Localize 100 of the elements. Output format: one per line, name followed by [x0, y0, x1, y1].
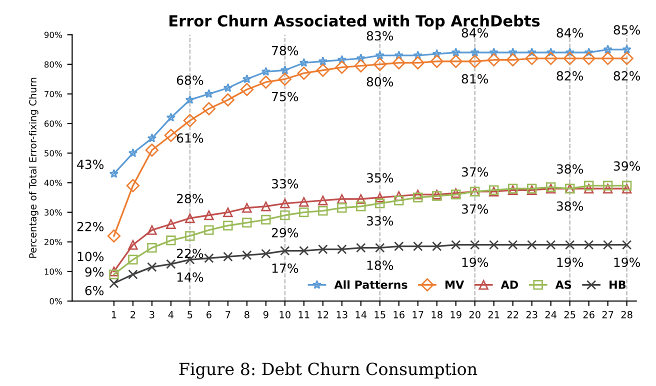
x-tick-label: 28: [621, 310, 632, 318]
y-tick-label: 20%: [44, 238, 62, 246]
point: [620, 52, 634, 65]
point: [375, 198, 385, 208]
x-tick-label: 7: [226, 311, 230, 318]
x-tick-label: 16: [394, 310, 404, 318]
point: [204, 89, 214, 98]
point: [223, 220, 233, 230]
point: [584, 48, 594, 57]
data-label: 83%: [366, 31, 394, 41]
point: [147, 242, 157, 253]
point: [413, 241, 423, 252]
point: [394, 50, 404, 60]
point: [373, 58, 386, 71]
point: [223, 207, 233, 218]
point: [202, 102, 216, 116]
point: [488, 240, 499, 250]
point: [280, 210, 290, 220]
data-label: 18%: [367, 260, 394, 270]
data-label: 19%: [614, 258, 640, 268]
point: [335, 60, 348, 74]
x-tick-label: 15: [374, 311, 386, 318]
point: [128, 254, 138, 265]
x-tick-label: 9: [263, 310, 268, 318]
x-tick-label: 18: [432, 310, 442, 318]
point: [525, 52, 538, 65]
data-label: 19%: [557, 258, 584, 268]
point: [544, 52, 558, 65]
point: [109, 168, 119, 178]
point: [411, 56, 424, 70]
data-label: 68%: [176, 75, 204, 85]
point: [166, 112, 176, 122]
point: [337, 203, 347, 213]
data-label: 78%: [272, 46, 298, 56]
point: [546, 48, 556, 57]
x-tick-label: 1: [112, 311, 116, 318]
point: [602, 184, 613, 194]
point: [584, 180, 594, 191]
point: [128, 240, 138, 250]
x-tick-label: 17: [412, 311, 424, 318]
x-tick-label: 24: [545, 310, 556, 318]
data-label: 33%: [272, 179, 298, 188]
data-label: 82%: [614, 71, 640, 81]
point: [109, 278, 119, 288]
point: [622, 240, 632, 250]
x-tick-label: 20: [469, 310, 480, 318]
point: [145, 144, 159, 157]
point: [166, 219, 176, 229]
data-label: 35%: [366, 173, 394, 183]
point: [337, 194, 347, 204]
point: [164, 128, 178, 142]
point: [261, 202, 271, 212]
point: [356, 242, 366, 253]
point: [546, 240, 556, 250]
point: [394, 196, 404, 206]
data-label: 61%: [176, 133, 204, 143]
point: [240, 82, 254, 96]
legend-label: AD: [500, 280, 518, 289]
data-label: 75%: [272, 92, 298, 102]
point: [602, 240, 613, 250]
point: [278, 72, 292, 86]
x-tick-label: 2: [130, 310, 136, 318]
point: [487, 53, 500, 66]
point: [318, 206, 328, 216]
data-label: 38%: [556, 201, 584, 211]
data-label: 19%: [462, 258, 488, 268]
data-label: 22%: [176, 248, 204, 258]
point: [375, 192, 385, 202]
point: [223, 252, 233, 262]
point: [126, 179, 140, 192]
x-tick-label: 11: [298, 311, 310, 318]
point: [506, 53, 520, 66]
point: [394, 241, 404, 252]
point: [128, 270, 138, 280]
point: [356, 194, 366, 204]
caption: Figure 8: Debt Churn Consumption: [179, 362, 478, 379]
point: [299, 58, 309, 67]
point: [147, 225, 157, 235]
data-label: 37%: [462, 204, 488, 214]
x-tick-label: 4: [168, 311, 174, 318]
data-label: 80%: [366, 77, 394, 87]
point: [526, 240, 537, 250]
y-tick-label: 90%: [44, 32, 62, 38]
point: [337, 55, 347, 64]
point: [204, 210, 214, 220]
point: [204, 253, 214, 264]
x-tick-label: 14: [356, 311, 367, 318]
point: [356, 54, 366, 62]
point: [280, 198, 290, 208]
point: [128, 148, 138, 158]
point: [261, 214, 271, 225]
point: [622, 180, 632, 191]
legend-label: MV: [445, 280, 464, 289]
point: [564, 240, 575, 250]
point: [223, 83, 233, 92]
point: [602, 180, 613, 191]
point: [527, 48, 537, 57]
point: [280, 246, 290, 256]
point: [584, 184, 594, 194]
point: [204, 225, 214, 235]
